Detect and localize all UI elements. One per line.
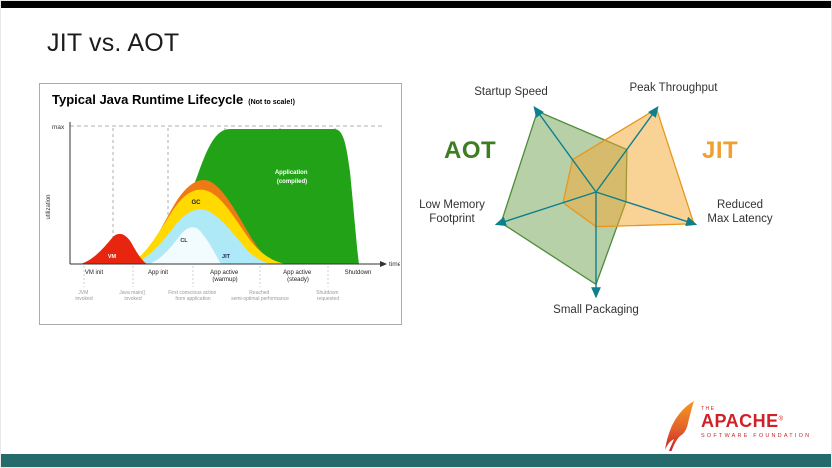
phase-label-app-init: App init [148,270,168,276]
apache-logo: THE APACHE® SOFTWARE FOUNDATION [661,400,821,452]
event-ticks [83,266,329,287]
logo-the: THE [701,406,716,412]
vm-area [80,233,147,264]
event-main-invoked: Java main() invoked [119,290,147,302]
axis-label-low-memory-footprint: Low Memory Footprint [419,199,485,225]
logo-subtitle: SOFTWARE FOUNDATION [701,433,812,439]
axis-label-startup-speed: Startup Speed [474,86,548,98]
phase-label-vm-init: VM init [85,270,104,276]
axis-label-small-packaging: Small Packaging [553,304,639,316]
radar-axis-startup-speed [533,105,597,193]
gc-area-label: GC [192,200,202,206]
phase-label-warmup: App active (warmup) [210,270,240,283]
slide-title: JIT vs. AOT [47,29,180,57]
jit-area-label: JIT [222,254,231,260]
event-jvm-invoked: JVM invoked [75,290,92,302]
cl-area-label: CL [180,238,188,244]
lifecycle-chart-panel: Typical Java Runtime Lifecycle (Not to sc… [39,83,402,325]
phase-label-steady: App active (steady) [283,270,313,283]
lifecycle-chart-header: Typical Java Runtime Lifecycle (Not to sc… [52,91,295,109]
axis-label-peak-throughput: Peak Throughput [629,82,718,94]
max-label: max [52,124,65,131]
radar-svg [494,105,698,299]
apache-feather-icon [665,401,694,451]
event-shutdown-requested: Shutdown requested [316,290,340,302]
radar-axis-reduced-max-latency [595,191,698,227]
cl-area [147,226,222,265]
event-first-action: First conscious action from application [168,290,217,302]
top-border-bar [1,1,831,8]
event-semi-optimal: Reached semi-optimal performance [231,290,289,302]
phase-label-shutdown: Shutdown [345,270,372,276]
lifecycle-chart-svg: max VM CL JIT GC Application (c [46,122,400,302]
radar-chart-panel: AOT JIT Startup Speed Peak Throughput Re… [416,77,821,329]
radar-axis-low-memory-footprint [494,191,597,227]
aot-series-label: AOT [444,137,497,164]
y-axis-label: utilization [46,194,52,219]
application-area-label: Application (compiled) [275,170,309,185]
axis-label-reduced-max-latency: Reduced Max Latency [707,199,773,225]
vm-area-label: VM [108,254,117,260]
apache-logo-text: THE APACHE® SOFTWARE FOUNDATION [701,406,811,439]
lifecycle-chart-title: Typical Java Runtime Lifecycle [52,92,244,107]
lifecycle-chart-note: (Not to scale!) [248,99,295,106]
jit-series-label: JIT [702,137,739,164]
logo-apache: APACHE [701,411,779,431]
radar-axis-peak-throughput [595,105,659,193]
x-axis-label: time [389,261,400,268]
x-axis-arrow [380,261,387,267]
bottom-border-bar [1,454,831,467]
logo-registered-mark: ® [778,416,784,423]
radar-polygon-jit [562,107,695,228]
